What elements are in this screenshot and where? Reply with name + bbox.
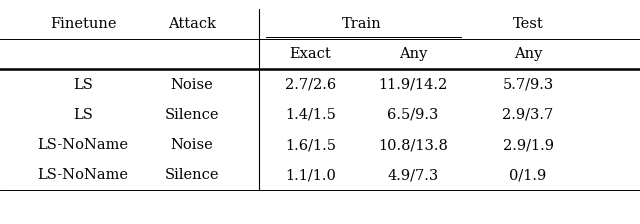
Text: Any: Any — [514, 47, 542, 61]
Text: LS: LS — [73, 108, 93, 122]
Text: Test: Test — [513, 17, 543, 31]
Text: Exact: Exact — [289, 47, 332, 61]
Text: 4.9/7.3: 4.9/7.3 — [387, 168, 438, 182]
Text: Silence: Silence — [164, 108, 220, 122]
Text: LS-NoName: LS-NoName — [38, 138, 129, 152]
Text: 10.8/13.8: 10.8/13.8 — [378, 138, 448, 152]
Text: LS: LS — [73, 78, 93, 92]
Text: 2.7/2.6: 2.7/2.6 — [285, 78, 336, 92]
Text: 1.4/1.5: 1.4/1.5 — [285, 108, 336, 122]
Text: 11.9/14.2: 11.9/14.2 — [378, 78, 447, 92]
Text: 2.9/3.7: 2.9/3.7 — [502, 108, 554, 122]
Text: 6.5/9.3: 6.5/9.3 — [387, 108, 438, 122]
Text: Finetune: Finetune — [50, 17, 116, 31]
Text: Noise: Noise — [171, 78, 213, 92]
Text: LS-NoName: LS-NoName — [38, 168, 129, 182]
Text: 1.6/1.5: 1.6/1.5 — [285, 138, 336, 152]
Text: Attack: Attack — [168, 17, 216, 31]
Text: Train: Train — [342, 17, 381, 31]
Text: 2.9/1.9: 2.9/1.9 — [502, 138, 554, 152]
Text: Any: Any — [399, 47, 427, 61]
Text: Noise: Noise — [171, 138, 213, 152]
Text: Silence: Silence — [164, 168, 220, 182]
Text: 1.1/1.0: 1.1/1.0 — [285, 168, 336, 182]
Text: 0/1.9: 0/1.9 — [509, 168, 547, 182]
Text: 5.7/9.3: 5.7/9.3 — [502, 78, 554, 92]
